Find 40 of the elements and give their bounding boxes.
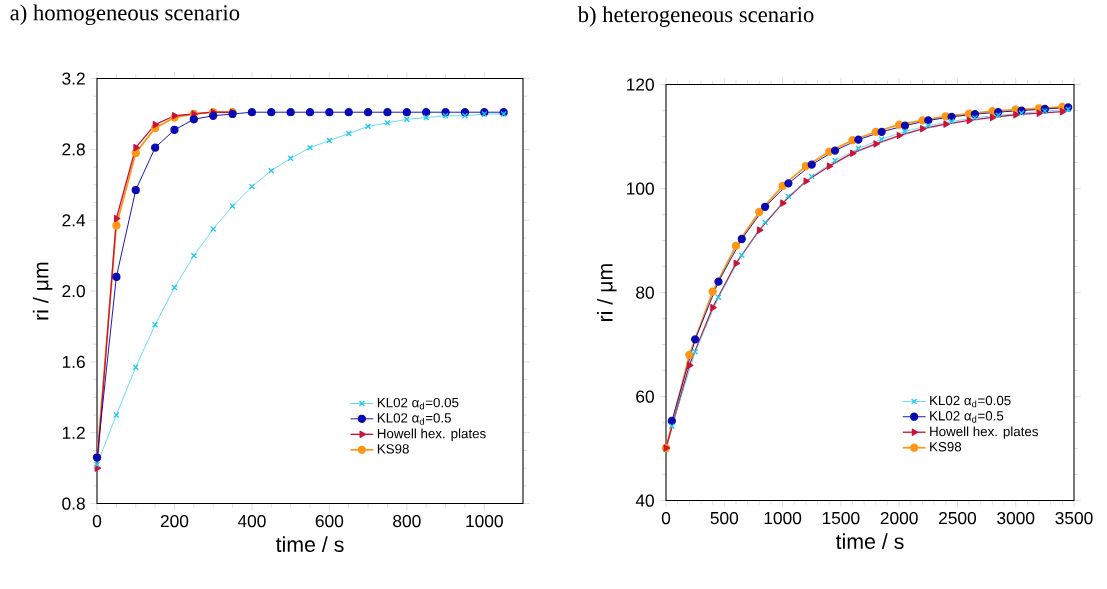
x-tick-label: 800: [393, 515, 421, 528]
y-tick-label: 60: [636, 390, 654, 403]
x-tick-label: 200: [160, 515, 189, 528]
y-tick-label: 0.8: [62, 497, 85, 510]
y-tick-label: 2.4: [62, 214, 86, 227]
legend-label: KL02 α$_{d}$=0.05: [377, 398, 459, 410]
y-axis-title: ri / μm: [32, 262, 53, 320]
x-tick-label: 2500: [939, 512, 977, 525]
x-tick-label: 2000: [880, 512, 918, 525]
x-axis-title: time / s: [275, 536, 344, 553]
y-tick-label: 2.0: [62, 285, 85, 298]
x-tick-label: 0: [661, 512, 671, 525]
x-tick-label: 1000: [466, 515, 503, 528]
x-tick-label: 0: [92, 515, 102, 528]
legend-label: KS98: [930, 442, 962, 452]
y-tick-label: 1.6: [62, 355, 85, 369]
x-tick-label: 3000: [997, 512, 1035, 525]
x-axis-title: time / s: [835, 533, 904, 550]
y-tick-label: 100: [627, 182, 654, 195]
y-tick-label: 120: [627, 78, 654, 91]
legend-label: KS98: [377, 444, 409, 454]
y-tick-label: 80: [636, 286, 654, 299]
legend-label: KL02 α$_{d}$=0.5: [930, 411, 1004, 423]
chart-title: b) heterogeneous scenario: [577, 6, 814, 28]
y-tick-label: 3.2: [62, 72, 85, 85]
y-axis-title: ri / μm: [597, 264, 617, 322]
x-tick-label: 500: [710, 512, 739, 525]
x-tick-label: 1500: [822, 512, 860, 525]
x-tick-label: 600: [315, 515, 344, 528]
y-tick-label: 2.8: [62, 143, 85, 156]
legend-label: Howell hex. plates: [377, 428, 486, 442]
legend-label: Howell hex. plates: [930, 426, 1038, 440]
y-tick-label: 1.2: [62, 426, 85, 439]
x-tick-label: 1000: [764, 512, 802, 525]
chart-title: a) homogeneous scenario: [10, 4, 240, 26]
legend-label: KL02 α$_{d}$=0.05: [930, 395, 1011, 408]
y-tick-label: 40: [635, 494, 654, 507]
x-tick-label: 3500: [1055, 512, 1093, 525]
x-tick-label: 400: [237, 515, 266, 528]
legend-label: KL02 α$_{d}$=0.5: [377, 413, 451, 425]
